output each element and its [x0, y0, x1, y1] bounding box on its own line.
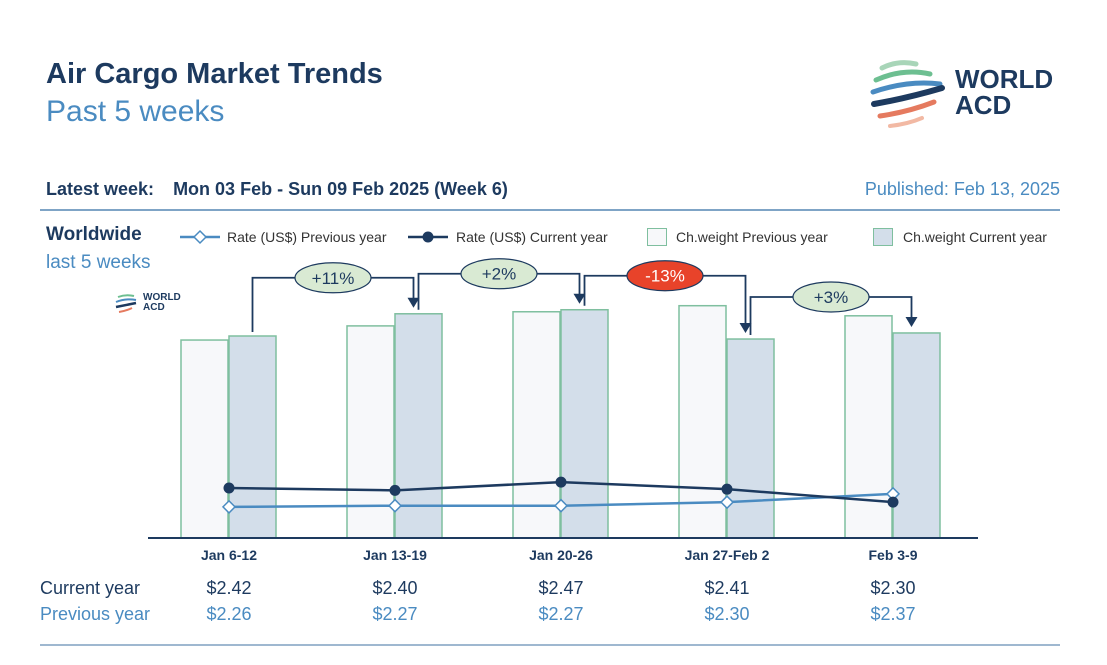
current-year-rate: $2.47	[538, 578, 584, 598]
point-rate-prev	[553, 498, 569, 513]
region-name: Worldwide	[46, 224, 142, 245]
point-rate-cur	[555, 476, 567, 488]
legend-rate-cur: Rate (US$) Current year	[456, 229, 608, 245]
x-tick-label: Jan 27-Feb 2	[685, 547, 770, 563]
change-badge	[792, 281, 870, 313]
page-subtitle: Past 5 weeks	[46, 95, 225, 128]
point-rate-cur	[887, 496, 899, 508]
small-logo-text: WORLD ACD	[143, 293, 181, 313]
change-label: -13%	[645, 267, 685, 286]
bar-weight-prev	[512, 311, 561, 539]
current-year-rate: $2.41	[704, 578, 750, 598]
legend-swatch-weight-cur	[873, 228, 893, 246]
change-label: +2%	[482, 265, 517, 284]
bar-weight-cur	[560, 308, 609, 539]
x-tick-label: Jan 20-26	[529, 547, 593, 563]
point-rate-prev	[387, 498, 403, 513]
point-rate-prev	[719, 495, 735, 510]
x-tick-label: Jan 6-12	[201, 547, 257, 563]
bar-weight-prev	[678, 304, 727, 539]
latest-week: Latest week: Mon 03 Feb - Sun 09 Feb 202…	[46, 179, 522, 200]
logo-word-1: WORLD	[955, 64, 1054, 94]
change-arrow-icon	[407, 297, 420, 308]
legend-rate-prev: Rate (US$) Previous year	[227, 229, 387, 245]
previous-year-rate: $2.27	[538, 604, 584, 624]
divider	[40, 209, 1060, 211]
page-title: Air Cargo Market Trends	[46, 58, 383, 90]
bar-weight-prev	[844, 315, 893, 539]
x-tick-label: Feb 3-9	[868, 547, 917, 563]
previous-year-rate: $2.26	[206, 604, 252, 624]
logo-text: WORLD ACD	[955, 66, 1053, 118]
point-rate-prev	[221, 499, 237, 514]
row-label-current: Current year	[40, 578, 141, 598]
previous-year-rate: $2.30	[704, 604, 750, 624]
previous-year-rate: $2.37	[870, 604, 916, 624]
change-arrow-icon	[905, 316, 918, 327]
world-acd-logo-icon	[870, 60, 945, 128]
legend-swatch-rate-prev	[180, 229, 220, 245]
point-rate-cur	[721, 483, 733, 495]
change-label: +3%	[814, 288, 849, 307]
previous-year-rate: $2.27	[372, 604, 418, 624]
divider-bottom	[40, 644, 1060, 646]
small-logo-word-2: ACD	[143, 302, 165, 313]
legend-swatch-weight-prev	[647, 228, 667, 246]
change-badge	[294, 262, 372, 294]
change-badge	[626, 260, 704, 292]
current-year-rate: $2.30	[870, 578, 916, 598]
small-logo-icon	[115, 294, 137, 313]
latest-week-value: Mon 03 Feb - Sun 09 Feb 2025 (Week 6)	[173, 179, 508, 199]
change-arrow-icon	[573, 293, 586, 304]
logo-word-2: ACD	[955, 90, 1012, 120]
published-date: Published: Feb 13, 2025	[864, 179, 1060, 199]
point-rate-cur	[389, 484, 401, 496]
change-label: +11%	[312, 269, 355, 288]
change-badge	[460, 258, 538, 290]
latest-week-label: Latest week:	[46, 179, 155, 199]
point-rate-cur	[223, 482, 235, 494]
bar-weight-cur	[892, 332, 941, 539]
bar-weight-prev	[180, 339, 229, 539]
bar-weight-cur	[394, 313, 443, 539]
row-label-previous: Previous year	[40, 604, 151, 624]
change-arrow-icon	[739, 323, 752, 334]
x-tick-label: Jan 13-19	[363, 547, 427, 563]
current-year-rate: $2.42	[206, 578, 252, 598]
bar-weight-cur	[726, 338, 775, 539]
small-logo-word-1: WORLD	[143, 292, 181, 303]
legend-weight-cur: Ch.weight Current year	[903, 229, 1047, 245]
legend-swatch-rate-cur	[408, 231, 448, 243]
legend-weight-prev: Ch.weight Previous year	[676, 229, 828, 245]
bar-weight-cur	[228, 335, 277, 539]
current-year-rate: $2.40	[372, 578, 418, 598]
bar-weight-prev	[346, 325, 395, 539]
region-period: last 5 weeks	[46, 252, 151, 273]
